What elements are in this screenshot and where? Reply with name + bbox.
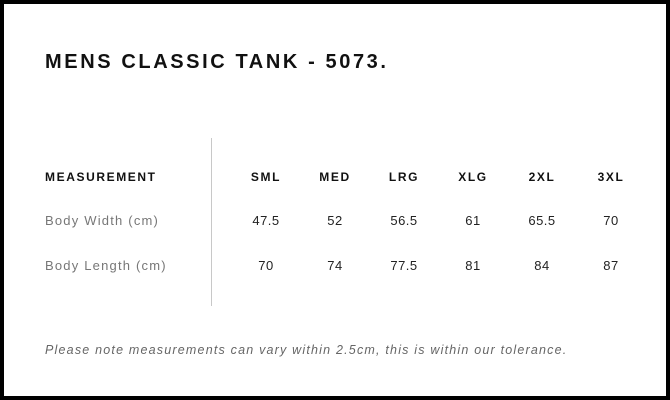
table-cell: 47.5 xyxy=(252,213,280,228)
table-cell: 77.5 xyxy=(390,258,418,273)
table-cell: 65.5 xyxy=(528,213,556,228)
table-cell: 70 xyxy=(603,213,619,228)
table-cell: 70 xyxy=(258,258,274,273)
table-cell: 56.5 xyxy=(390,213,418,228)
size-header-lrg: LRG xyxy=(388,170,420,184)
table-cell: 61 xyxy=(465,213,481,228)
page-title: MENS CLASSIC TANK - 5073. xyxy=(45,51,389,73)
table-cell: 74 xyxy=(327,258,343,273)
size-header-med: MED xyxy=(319,170,351,184)
size-header-2xl: 2XL xyxy=(528,170,556,184)
row-label: Body Length (cm) xyxy=(45,258,167,273)
size-header-xlg: XLG xyxy=(458,170,488,184)
table-cell: 87 xyxy=(603,258,619,273)
size-header-3xl: 3XL xyxy=(597,170,625,184)
table-cell: 81 xyxy=(465,258,481,273)
measurement-header: MEASUREMENT xyxy=(45,170,157,184)
table-cell: 84 xyxy=(534,258,550,273)
size-header-sml: SML xyxy=(250,170,282,184)
tolerance-note: Please note measurements can vary within… xyxy=(45,343,568,357)
table-cell: 52 xyxy=(327,213,343,228)
column-divider xyxy=(211,138,212,306)
row-label: Body Width (cm) xyxy=(45,213,160,228)
